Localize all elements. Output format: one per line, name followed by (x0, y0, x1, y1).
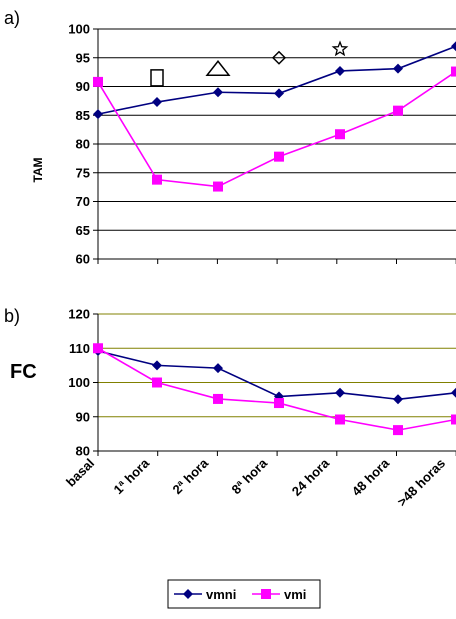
point-vmni (451, 387, 456, 398)
y-tick-label: 100 (68, 22, 90, 37)
y-tick-label: 110 (69, 341, 90, 356)
point-vmni (213, 87, 223, 98)
point-vmni (451, 41, 456, 52)
y-tick-label: 70 (76, 194, 90, 209)
point-vmi (335, 129, 345, 140)
diamond-icon (271, 50, 287, 65)
chart-a: 60 65 70 75 80 85 90 95 100 TAM (31, 22, 456, 267)
point-vmni (335, 65, 345, 76)
point-vmni (213, 363, 223, 374)
square-icon (150, 69, 164, 87)
legend: vmni vmi (167, 579, 321, 609)
point-vmi (274, 398, 284, 409)
point-vmi (335, 414, 345, 425)
panel-a-label: a) (4, 8, 20, 28)
category-labels: basal 1ª hora 2ª hora 8ª hora 24 hora 48 hora… (63, 455, 448, 509)
point-vmni (93, 109, 103, 120)
category-label: >48 horas (394, 456, 448, 510)
legend-marker-vmni (183, 589, 193, 599)
y-tick-label: 60 (76, 252, 90, 267)
series-line-vmni (97, 350, 456, 401)
y-tick-label: 80 (76, 137, 90, 152)
triangle-icon (205, 60, 231, 76)
point-vmi (393, 105, 403, 116)
point-vmi (152, 377, 162, 388)
y-tick-label: 120 (68, 307, 90, 322)
panel-b-label: b) (4, 306, 20, 326)
category-label: 1ª hora (111, 455, 153, 497)
point-vmi (393, 425, 403, 436)
y-tick-label: 75 (76, 165, 90, 180)
category-label: 8ª hora (229, 455, 271, 497)
category-label: 2ª hora (170, 455, 212, 497)
y-tick-label: 80 (76, 444, 90, 459)
legend-label-vmi: vmi (284, 587, 306, 602)
y-tick-label: 100 (68, 375, 90, 390)
series-line-vmi (97, 70, 456, 188)
point-vmi (274, 151, 284, 162)
point-vmni (393, 63, 403, 74)
point-vmi (451, 66, 456, 77)
point-vmni (152, 97, 162, 108)
y-tick-label: 85 (76, 108, 90, 123)
y-axis-label: TAM (31, 157, 45, 182)
point-vmi (93, 76, 103, 87)
category-label: 48 hora (349, 455, 393, 499)
y-tick-label: 90 (76, 79, 90, 94)
series-line-vmi (97, 347, 456, 431)
point-vmi (152, 174, 162, 185)
legend-label-vmni: vmni (206, 587, 236, 602)
category-label: 24 hora (289, 455, 333, 499)
star-icon (331, 40, 349, 57)
y-tick-label: 90 (76, 409, 90, 424)
point-vmni (274, 88, 284, 99)
point-vmi (213, 181, 223, 192)
point-vmi (93, 343, 103, 354)
point-vmni (335, 387, 345, 398)
point-vmni (152, 360, 162, 371)
chart-b: 80 90 100 110 120 FC (10, 307, 456, 459)
legend-marker-vmi (261, 589, 271, 599)
y-axis-label: FC (10, 361, 37, 383)
point-vmi (451, 414, 456, 425)
y-tick-label: 65 (76, 223, 90, 238)
point-vmni (393, 394, 403, 405)
category-label: basal (63, 456, 97, 490)
point-vmi (213, 393, 223, 404)
y-tick-label: 95 (76, 50, 90, 65)
